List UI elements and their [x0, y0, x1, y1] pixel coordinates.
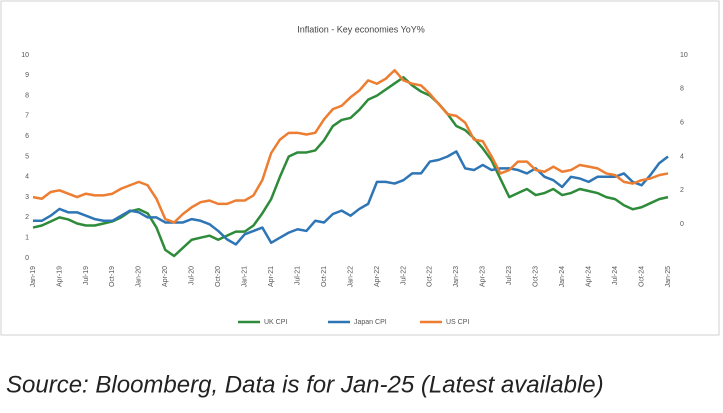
y-tick-label: 6 — [25, 133, 29, 140]
x-tick-label: Apr-20 — [162, 266, 169, 287]
y2-tick-label: 0 — [680, 221, 684, 228]
source-note: Source: Bloomberg, Data is for Jan-25 (L… — [6, 371, 604, 398]
x-tick-label: Jul-19 — [83, 266, 90, 285]
legend-label: US CPI — [446, 319, 469, 326]
x-tick-label: Apr-22 — [374, 266, 381, 287]
x-tick-label: Jan-20 — [136, 266, 143, 288]
x-tick-label: Jul-20 — [189, 266, 196, 285]
legend-label: UK CPI — [264, 319, 287, 326]
y2-tick-label: 6 — [680, 120, 684, 127]
y-tick-label: 8 — [25, 92, 29, 99]
y-tick-label: 4 — [25, 174, 29, 181]
x-tick-label: Jan-23 — [453, 266, 460, 288]
x-tick-label: Oct-23 — [533, 266, 540, 287]
y-tick-label: 10 — [21, 52, 29, 59]
y-tick-label: 3 — [25, 194, 29, 201]
x-tick-label: Jan-22 — [347, 266, 354, 288]
y2-tick-label: 10 — [680, 52, 688, 59]
x-tick-label: Jul-24 — [612, 266, 619, 285]
x-tick-label: Jan-24 — [559, 266, 566, 288]
y-tick-label: 7 — [25, 113, 29, 120]
x-tick-label: Jan-19 — [30, 266, 37, 288]
x-tick-label: Apr-21 — [268, 266, 275, 287]
x-tick-label: Apr-19 — [56, 266, 63, 287]
y-tick-label: 1 — [25, 235, 29, 242]
x-tick-label: Jul-23 — [506, 266, 513, 285]
x-tick-label: Oct-22 — [427, 266, 434, 287]
x-tick-label: Jan-21 — [242, 266, 249, 288]
x-tick-label: Apr-23 — [480, 266, 487, 287]
x-tick-label: Oct-21 — [321, 266, 328, 287]
x-tick-label: Oct-24 — [638, 266, 645, 287]
y-tick-label: 0 — [25, 255, 29, 262]
series-line — [32, 76, 669, 258]
y-tick-label: 5 — [25, 153, 29, 160]
series-line — [32, 68, 669, 224]
chart-title: Inflation - Key economies YoY% — [297, 24, 425, 34]
x-tick-label: Oct-19 — [109, 266, 116, 287]
x-tick-label: Jan-25 — [665, 266, 672, 288]
x-tick-label: Jul-21 — [294, 266, 301, 285]
y2-tick-label: 2 — [680, 187, 684, 194]
x-tick-label: Oct-20 — [215, 266, 222, 287]
y2-tick-label: 8 — [680, 86, 684, 93]
x-tick-label: Apr-24 — [585, 266, 592, 287]
y-tick-label: 9 — [25, 72, 29, 79]
legend-label: Japan CPI — [354, 319, 387, 326]
y2-tick-label: 4 — [680, 153, 684, 160]
x-tick-label: Jul-22 — [400, 266, 407, 285]
series-line — [33, 150, 669, 246]
y-tick-label: 2 — [25, 214, 29, 221]
